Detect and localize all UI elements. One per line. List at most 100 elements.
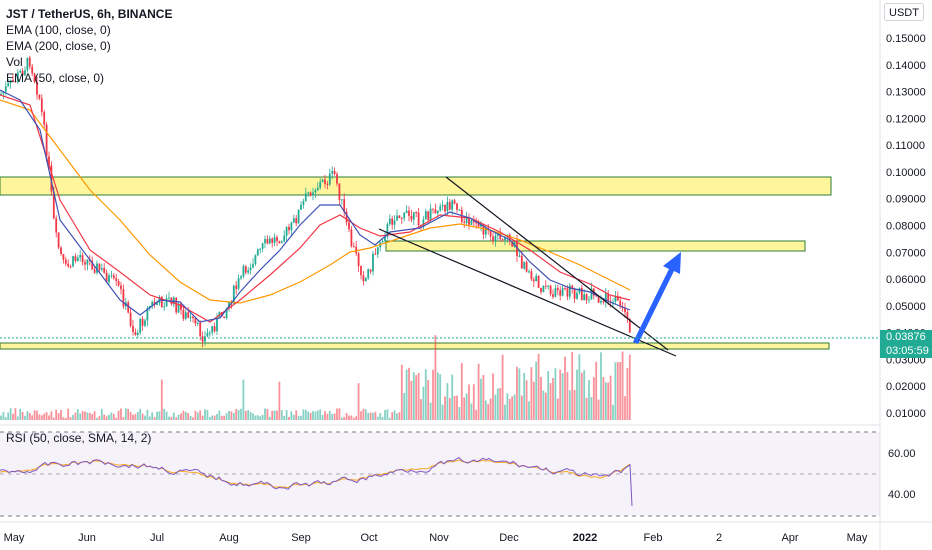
price-axis[interactable]: 0.15000 0.14000 0.13000 0.12000 0.11000 0.100… <box>886 33 926 420</box>
rsi-legend[interactable]: RSI (50, close, SMA, 14, 2) <box>6 431 152 445</box>
candle-body <box>67 263 70 267</box>
volume-bar <box>410 380 413 420</box>
candle-body <box>355 246 358 254</box>
candle-body <box>235 285 238 289</box>
volume-bar <box>324 411 326 420</box>
volume-bar <box>424 369 427 420</box>
volume-bar <box>273 410 276 420</box>
candle-body <box>552 294 554 297</box>
candle-body <box>400 218 403 220</box>
candle-body <box>350 229 353 247</box>
breakout-arrow[interactable] <box>633 252 681 344</box>
candle-body <box>268 238 271 244</box>
volume-bar <box>520 395 523 420</box>
support-zone-lower[interactable] <box>0 342 830 350</box>
indicator-ema-200[interactable]: EMA (200, close, 0) <box>6 39 111 53</box>
rsi-line <box>0 456 633 507</box>
volume-bar <box>372 412 374 420</box>
candle-body <box>204 336 206 342</box>
candle-body <box>612 301 614 303</box>
volume-bar <box>122 417 125 420</box>
countdown-label: 03:05:59 <box>880 344 932 358</box>
volume-bar <box>561 373 564 420</box>
volume-bar <box>64 417 67 420</box>
volume-bar <box>264 408 266 420</box>
volume-bar <box>307 411 310 420</box>
volume-bar <box>508 398 511 420</box>
time-axis-label: Jul <box>150 532 164 544</box>
candle-body <box>74 256 77 262</box>
candle-body <box>64 259 67 264</box>
candle-body <box>182 309 185 319</box>
volume-bar <box>129 412 132 420</box>
candle-body <box>261 243 264 249</box>
candle-body <box>348 222 350 230</box>
price-tick-label: 0.01000 <box>886 408 926 420</box>
volume-bar <box>103 414 106 420</box>
candle-body <box>28 57 31 67</box>
candle-body <box>278 240 281 244</box>
candle-body <box>177 303 180 313</box>
time-axis[interactable]: May Jun Jul Aug Sep Oct Nov Dec 2022 Feb 2 Apr May <box>4 532 868 544</box>
volume-bar <box>31 415 34 420</box>
candle-body <box>386 223 389 237</box>
symbol-title[interactable]: JST / TetherUS, 6h, BINANCE <box>6 7 173 21</box>
candle-body <box>602 301 605 303</box>
volume-bar <box>348 415 350 420</box>
candle-body <box>156 303 158 306</box>
candle-body <box>57 232 60 248</box>
candle-body <box>396 215 398 221</box>
volume-bar <box>57 413 60 420</box>
candle-body <box>163 306 166 308</box>
candle-body <box>314 190 317 193</box>
volume-bar <box>398 412 401 420</box>
volume-bar <box>292 414 295 420</box>
volume-bar <box>604 382 607 420</box>
indicator-vol[interactable]: Vol <box>6 55 23 69</box>
candle-body <box>120 285 122 290</box>
candle-body <box>343 199 346 212</box>
volume-bar <box>290 411 293 420</box>
resistance-zone-upper[interactable] <box>0 176 832 196</box>
wedge-lower-trendline[interactable] <box>378 228 677 357</box>
price-tick-label: 0.02000 <box>886 381 926 393</box>
volume-bar <box>280 410 283 420</box>
candle-body <box>518 255 521 257</box>
volume-bar <box>564 356 566 420</box>
volume-bar <box>391 412 394 420</box>
volume-bar <box>21 411 24 420</box>
candle-body <box>48 156 50 166</box>
candle-body <box>470 220 473 225</box>
volume-bar <box>494 394 497 420</box>
candle-body <box>547 285 550 287</box>
candle-body <box>424 211 427 220</box>
indicator-ema-50[interactable]: EMA (50, close, 0) <box>6 71 105 85</box>
candle-body <box>446 202 449 212</box>
volume-bar <box>364 409 367 420</box>
volume-bar <box>345 413 348 420</box>
candle-body <box>333 171 336 175</box>
volume-bar <box>336 408 338 420</box>
candle-body <box>9 79 12 84</box>
volume-bar <box>422 386 425 420</box>
volume-bar <box>480 378 482 420</box>
candle-body <box>91 260 94 270</box>
candle-body <box>408 210 410 216</box>
indicator-ema-100[interactable]: EMA (100, close, 0) <box>6 23 111 37</box>
candle-body <box>115 278 118 281</box>
volume-bar <box>321 415 324 420</box>
volume-bar <box>12 413 14 420</box>
candle-body <box>331 171 334 174</box>
wedge-upper-trendline[interactable] <box>445 176 669 351</box>
candle-body <box>244 266 247 273</box>
candle-body <box>391 218 394 225</box>
time-axis-label: Dec <box>499 532 519 544</box>
currency-button[interactable]: USDT <box>884 3 924 21</box>
candle-body <box>52 191 55 219</box>
volume-bar <box>55 409 58 420</box>
resistance-zone-middle[interactable] <box>385 240 806 252</box>
candle-body <box>302 201 305 205</box>
volume-bar <box>110 412 113 420</box>
candle-body <box>369 269 372 272</box>
